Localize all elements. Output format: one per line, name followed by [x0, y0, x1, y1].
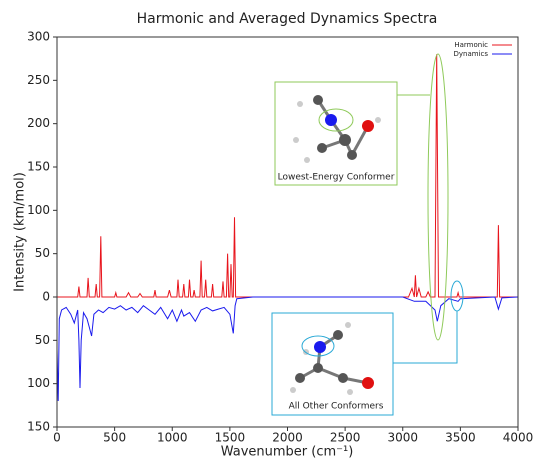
x-tick-label: 2500 — [330, 431, 361, 445]
y-tick-label: 150 — [27, 420, 50, 434]
y-tick-label: 100 — [27, 203, 50, 217]
x-tick-label: 3000 — [387, 431, 418, 445]
x-axis-label: Wavenumber (cm⁻¹) — [221, 445, 354, 460]
x-tick-label: 0 — [53, 431, 61, 445]
molecule — [293, 95, 381, 163]
series-line — [57, 54, 518, 298]
plot-area — [56, 54, 519, 402]
y-tick-label: 50 — [35, 333, 50, 347]
y-axis-label: Intensity (km/mol) — [13, 172, 28, 292]
inset-label: Lowest-Energy Conformer — [278, 173, 395, 183]
x-tick-label: 2000 — [272, 431, 303, 445]
y-tick-label: 300 — [27, 30, 50, 44]
inset-box — [274, 81, 398, 186]
inset-other: All Other Conformers — [271, 280, 464, 416]
inset-label: All Other Conformers — [289, 402, 384, 412]
chart-title: Harmonic and Averaged Dynamics Spectra — [137, 11, 438, 27]
x-tick-label: 3500 — [445, 431, 476, 445]
x-tick-label: 4000 — [503, 431, 534, 445]
y-tick-label: 50 — [35, 246, 50, 260]
x-tick-label: 1000 — [157, 431, 188, 445]
y-tick-label: 150 — [27, 160, 50, 174]
series-line — [56, 296, 519, 402]
y-tick-label: 100 — [27, 376, 50, 390]
inset-lowest: Lowest-Energy Conformer — [274, 53, 449, 341]
highlight-ellipse — [450, 280, 464, 312]
y-tick-label: 250 — [27, 73, 50, 87]
highlight-ellipse — [427, 53, 449, 341]
molecule — [290, 322, 374, 395]
y-tick-label: 0 — [42, 290, 50, 304]
x-tick-label: 1500 — [215, 431, 246, 445]
connector — [393, 311, 458, 364]
y-tick-label: 200 — [27, 116, 50, 130]
x-tick-label: 500 — [103, 431, 126, 445]
legend-label: Dynamics — [453, 50, 488, 58]
legend-label: Harmonic — [454, 41, 488, 49]
inset-box — [271, 312, 394, 416]
